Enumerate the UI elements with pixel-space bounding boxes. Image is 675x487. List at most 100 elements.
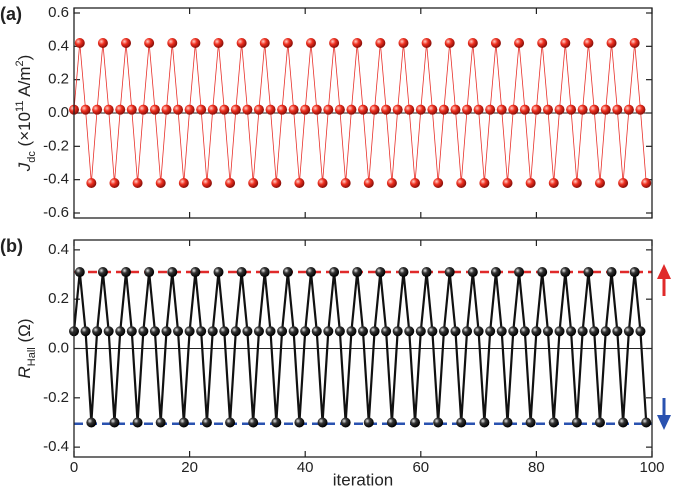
data-point <box>126 326 137 337</box>
data-point <box>629 267 640 278</box>
data-point <box>155 417 166 428</box>
data-point <box>167 267 178 278</box>
data-point <box>109 178 120 188</box>
data-point <box>594 178 605 188</box>
y-tick-label: 0.0 <box>48 104 69 121</box>
plot-frame <box>73 7 653 219</box>
y-tick-label: 0.2 <box>48 71 69 88</box>
data-point <box>230 104 241 115</box>
panel-label: (b) <box>0 236 23 256</box>
data-point <box>352 267 363 278</box>
data-point <box>248 178 259 188</box>
data-point <box>450 326 461 337</box>
data-point <box>421 38 432 48</box>
y-tick-label: -0.6 <box>43 204 69 221</box>
data-point <box>404 104 415 115</box>
data-point <box>323 104 334 115</box>
y-tick-label: -0.2 <box>43 389 69 406</box>
data-point <box>566 326 577 337</box>
data-point <box>207 326 218 337</box>
data-point <box>641 417 652 428</box>
data-point <box>236 38 247 48</box>
data-point <box>381 326 392 337</box>
data-point <box>121 38 132 48</box>
data-point <box>375 267 386 278</box>
y-axis-label-part: (×10 <box>15 112 34 151</box>
data-point <box>300 326 311 337</box>
data-point <box>473 104 484 115</box>
data-point <box>300 104 311 115</box>
data-point <box>253 104 264 115</box>
data-point <box>109 417 120 428</box>
series-line <box>72 271 648 423</box>
data-point <box>531 326 542 337</box>
y-axis-label-part: A/m <box>15 67 34 101</box>
data-point <box>132 417 143 428</box>
data-point <box>479 417 490 428</box>
data-point <box>514 38 525 48</box>
data-point <box>277 104 288 115</box>
data-point <box>542 326 553 337</box>
y-axis-label-part: J <box>15 162 34 172</box>
data-point <box>115 326 126 337</box>
data-point <box>317 417 328 428</box>
data-point <box>178 178 189 188</box>
data-point <box>196 104 207 115</box>
data-point <box>386 178 397 188</box>
data-point <box>479 178 490 188</box>
data-point <box>144 267 155 278</box>
data-point <box>433 417 444 428</box>
data-point <box>259 267 270 278</box>
y-axis-label: Jdc (×1011 A/m2) <box>14 55 38 173</box>
x-tick-label: 60 <box>412 459 429 476</box>
data-point <box>161 326 172 337</box>
data-point <box>415 326 426 337</box>
data-point <box>225 417 236 428</box>
data-point <box>369 104 380 115</box>
data-point <box>375 38 386 48</box>
data-point <box>219 326 230 337</box>
data-point <box>334 326 345 337</box>
data-point <box>594 417 605 428</box>
data-point <box>392 326 403 337</box>
data-point <box>433 178 444 188</box>
data-point <box>305 267 316 278</box>
data-point <box>444 38 455 48</box>
data-point <box>571 178 582 188</box>
data-point <box>392 104 403 115</box>
data-point <box>97 267 108 278</box>
data-point <box>467 38 478 48</box>
data-point <box>294 417 305 428</box>
data-point <box>363 417 374 428</box>
data-point <box>74 267 85 278</box>
data-point <box>323 326 334 337</box>
data-point <box>236 267 247 278</box>
data-point <box>317 178 328 188</box>
data-point <box>242 104 253 115</box>
data-point <box>219 104 230 115</box>
y-axis-label-part: (Ω) <box>15 319 34 348</box>
data-point <box>201 178 212 188</box>
data-point <box>490 267 501 278</box>
x-tick-label: 80 <box>528 459 545 476</box>
data-point <box>525 178 536 188</box>
data-point <box>288 326 299 337</box>
data-point <box>467 267 478 278</box>
data-point <box>438 326 449 337</box>
data-point <box>103 104 114 115</box>
y-tick-label: -0.2 <box>43 137 69 154</box>
data-point <box>311 104 322 115</box>
data-point <box>92 326 103 337</box>
data-point <box>271 178 282 188</box>
data-point <box>456 417 467 428</box>
data-point <box>421 267 432 278</box>
data-point <box>358 104 368 115</box>
x-tick-label: 20 <box>181 459 198 476</box>
data-point <box>398 267 409 278</box>
data-point <box>589 104 600 115</box>
data-point <box>410 417 421 428</box>
data-point <box>86 417 97 428</box>
data-point <box>560 267 571 278</box>
data-point <box>473 326 484 337</box>
